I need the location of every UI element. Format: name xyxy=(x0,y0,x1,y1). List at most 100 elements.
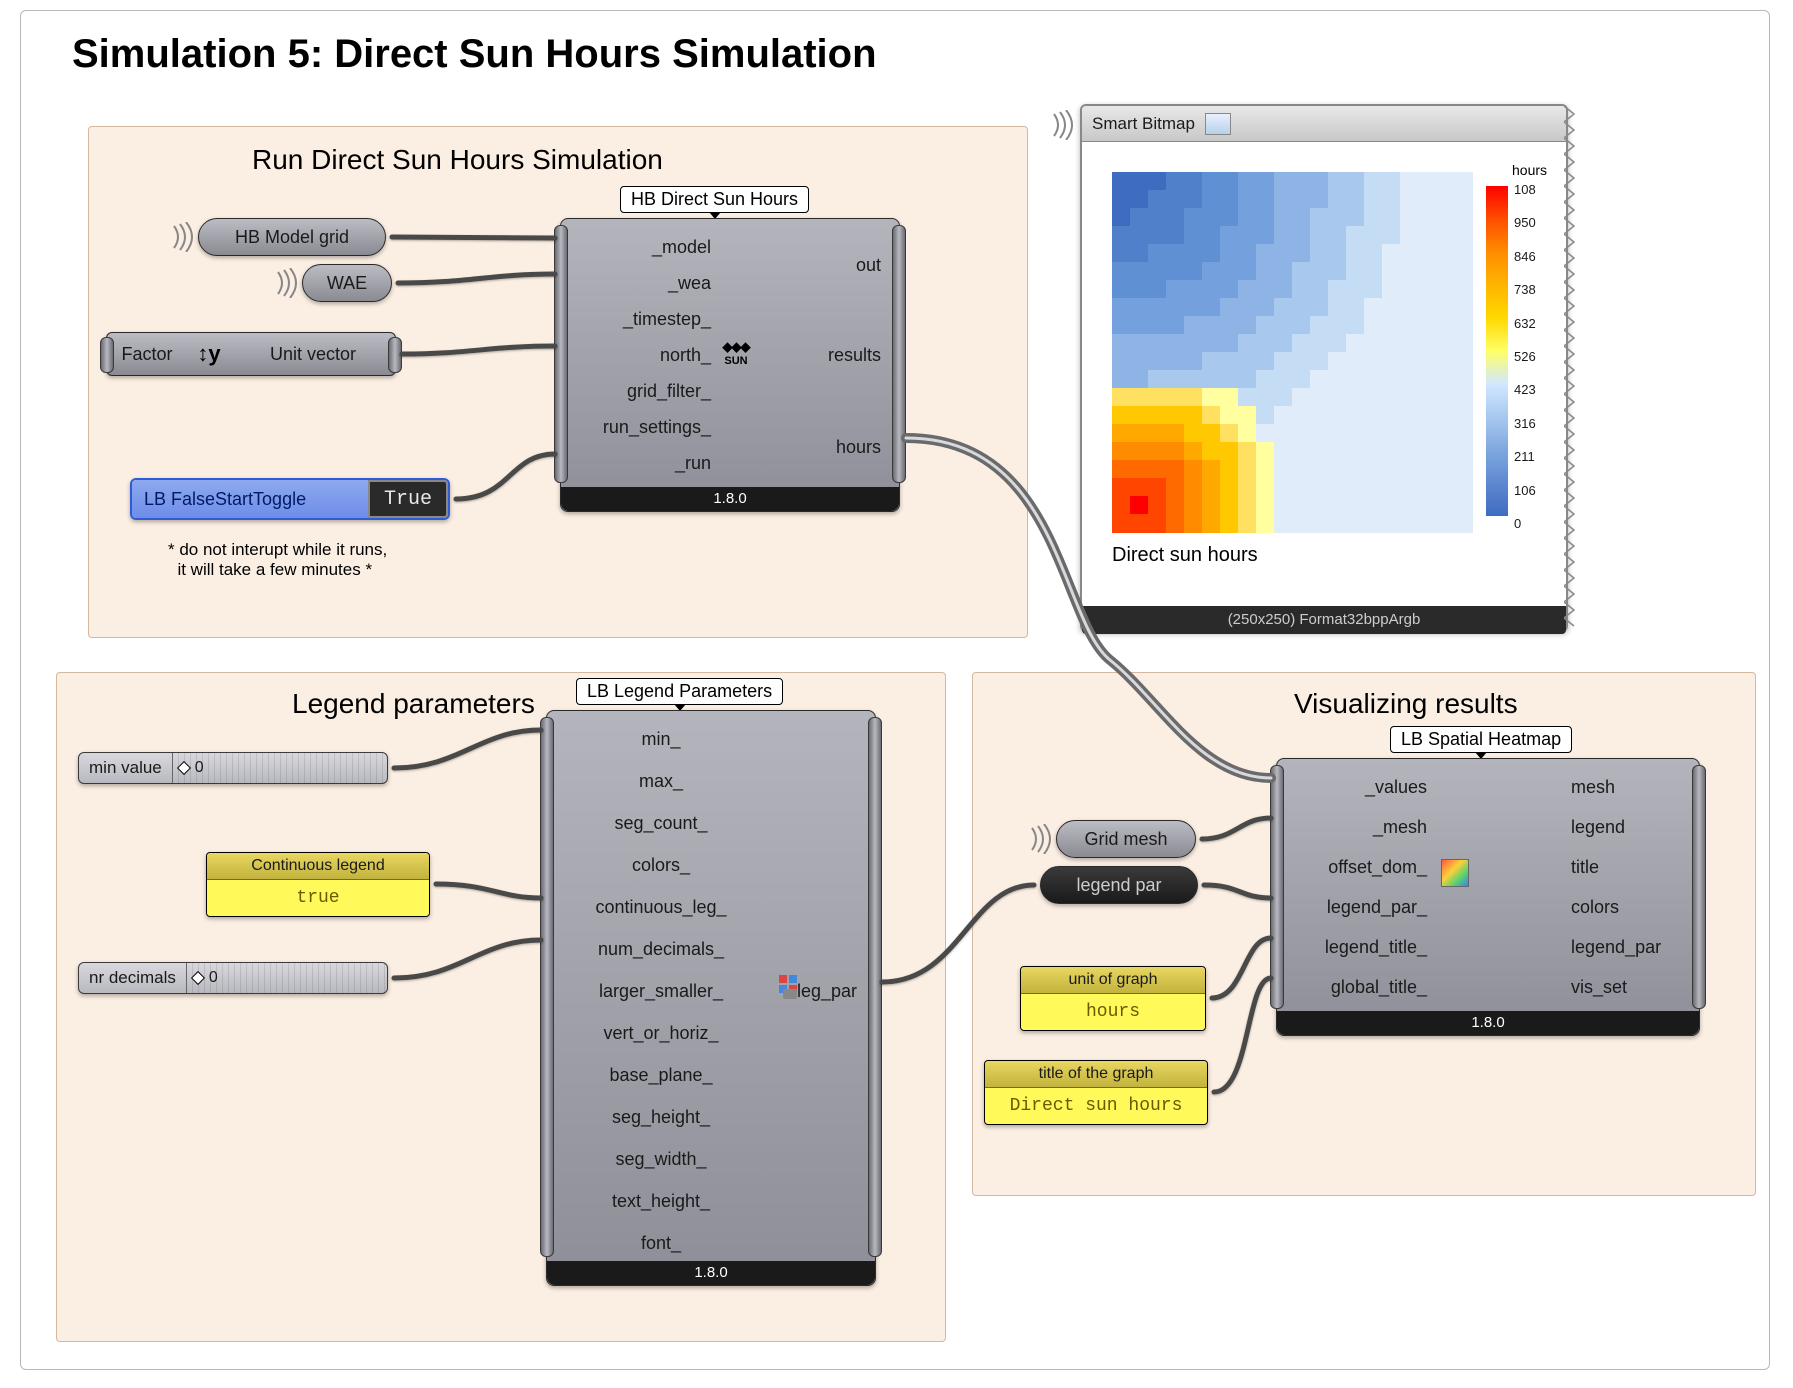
group-title-run: Run Direct Sun Hours Simulation xyxy=(252,144,663,176)
port: seg_count_ xyxy=(547,813,775,834)
component-version: 1.8.0 xyxy=(1277,1011,1699,1035)
slider-value: 0 xyxy=(209,969,218,987)
output-grip[interactable] xyxy=(892,225,906,483)
port: text_height_ xyxy=(547,1191,775,1212)
slider-min-value[interactable]: min value 0 xyxy=(78,752,388,784)
port-wea: _wea xyxy=(561,273,711,294)
slider-track[interactable]: 0 xyxy=(172,753,387,783)
port: vis_set xyxy=(1571,977,1627,998)
port: continuous_leg_ xyxy=(547,897,775,918)
bitmap-footer: (250x250) Format32bppArgb xyxy=(1082,606,1566,634)
param-wae[interactable]: WAE xyxy=(302,264,392,302)
port-timestep: _timestep_ xyxy=(561,309,711,330)
component-label: HB Direct Sun Hours xyxy=(620,186,809,213)
param-label: WAE xyxy=(327,273,367,294)
panel-value[interactable]: Direct sun hours xyxy=(985,1088,1207,1124)
port: base_plane_ xyxy=(547,1065,775,1086)
image-icon xyxy=(1205,113,1231,135)
legend-tick: 108 xyxy=(1514,182,1536,197)
legend-tick: 526 xyxy=(1514,349,1536,364)
panel-title: title of the graph xyxy=(985,1061,1207,1088)
param-hb-model-grid[interactable]: HB Model grid xyxy=(198,218,386,256)
output-grip[interactable] xyxy=(868,717,882,1257)
legend-tick: 950 xyxy=(1514,215,1536,230)
panel-value[interactable]: hours xyxy=(1021,994,1205,1030)
group-title-viz: Visualizing results xyxy=(1294,688,1518,720)
component-unit-vector[interactable]: Factor ↕y Unit vector xyxy=(106,332,396,376)
component-lb-legend[interactable]: min_ max_ seg_count_ colors_ continuous_… xyxy=(546,710,876,1286)
param-label: Grid mesh xyxy=(1084,829,1167,850)
port: _mesh xyxy=(1277,817,1427,838)
port: colors_ xyxy=(547,855,775,876)
note-interrupt: * do not interupt while it runs, it will… xyxy=(168,540,387,580)
legend-tick: 0 xyxy=(1514,516,1521,531)
component-label: LB Legend Parameters xyxy=(576,678,783,705)
port: title xyxy=(1571,857,1599,878)
toggle-run[interactable]: LB FalseStartToggle True xyxy=(130,478,450,520)
slider-track[interactable]: 0 xyxy=(186,963,387,993)
grip[interactable] xyxy=(100,337,114,373)
receiver-icon xyxy=(172,222,194,252)
panel-value[interactable]: true xyxy=(207,880,429,916)
page-title: Simulation 5: Direct Sun Hours Simulatio… xyxy=(72,32,877,77)
receiver-icon xyxy=(1052,110,1074,140)
port-runsettings: run_settings_ xyxy=(561,417,711,438)
port: legend_par xyxy=(1571,937,1661,958)
port-run: _run xyxy=(561,453,711,474)
jagged-edge xyxy=(1564,106,1578,630)
legend-tick: 846 xyxy=(1514,249,1536,264)
slider-nr-decimals[interactable]: nr decimals 0 xyxy=(78,962,388,994)
port-unit-vector: Unit vector xyxy=(231,344,395,365)
heatmap-icon xyxy=(1441,859,1469,887)
slider-label: min value xyxy=(79,758,172,778)
legend-tick: 632 xyxy=(1514,316,1536,331)
port-results: results xyxy=(828,345,881,366)
port: global_title_ xyxy=(1277,977,1427,998)
grip[interactable] xyxy=(388,337,402,373)
bitmap-body: Direct sun hours hours 108 950 846 738 632 52… xyxy=(1082,142,1566,606)
port: font_ xyxy=(547,1233,775,1254)
bitmap-caption: Direct sun hours xyxy=(1112,544,1258,567)
input-grip[interactable] xyxy=(1270,765,1284,1009)
legend-icon xyxy=(779,975,803,999)
param-label: HB Model grid xyxy=(235,227,349,248)
legend-scale xyxy=(1486,186,1508,516)
port: seg_width_ xyxy=(547,1149,775,1170)
legend-title: hours xyxy=(1512,162,1547,178)
component-hb-direct-sun[interactable]: _model _wea _timestep_ north_ grid_filte… xyxy=(560,218,900,512)
param-grid-mesh[interactable]: Grid mesh xyxy=(1056,820,1196,858)
port: legend xyxy=(1571,817,1625,838)
port: max_ xyxy=(547,771,775,792)
component-label: LB Spatial Heatmap xyxy=(1390,726,1572,753)
param-legend-par[interactable]: legend par xyxy=(1040,866,1198,904)
bitmap-window[interactable]: Smart Bitmap Direct sun hours hours 108 9… xyxy=(1080,104,1568,632)
output-grip[interactable] xyxy=(1692,765,1706,1009)
port-model: _model xyxy=(561,237,711,258)
port: min_ xyxy=(547,729,775,750)
component-lb-heatmap[interactable]: _values _mesh offset_dom_ legend_par_ le… xyxy=(1276,758,1700,1036)
port: vert_or_horiz_ xyxy=(547,1023,775,1044)
panel-title-graph[interactable]: title of the graph Direct sun hours xyxy=(984,1060,1208,1125)
port-legpar: leg_par xyxy=(797,981,857,1002)
component-version: 1.8.0 xyxy=(547,1261,875,1285)
group-title-legend: Legend parameters xyxy=(292,688,535,720)
panel-title: unit of graph xyxy=(1021,967,1205,994)
legend-tick: 106 xyxy=(1514,483,1536,498)
port-north: north_ xyxy=(561,345,711,366)
component-version: 1.8.0 xyxy=(561,487,899,511)
port-out: out xyxy=(856,255,881,276)
panel-title: Continuous legend xyxy=(207,853,429,880)
legend-tick: 211 xyxy=(1514,449,1535,464)
toggle-value[interactable]: True xyxy=(368,480,448,518)
legend-tick: 738 xyxy=(1514,282,1536,297)
bitmap-header[interactable]: Smart Bitmap xyxy=(1082,106,1566,142)
port-hours: hours xyxy=(836,437,881,458)
panel-continuous-legend[interactable]: Continuous legend true xyxy=(206,852,430,917)
panel-unit[interactable]: unit of graph hours xyxy=(1020,966,1206,1031)
port: legend_title_ xyxy=(1277,937,1427,958)
legend-tick: 423 xyxy=(1514,382,1536,397)
legend-tick: 316 xyxy=(1514,416,1536,431)
port: larger_smaller_ xyxy=(547,981,775,1002)
toggle-label: LB FalseStartToggle xyxy=(132,480,368,518)
param-label: legend par xyxy=(1076,875,1161,896)
